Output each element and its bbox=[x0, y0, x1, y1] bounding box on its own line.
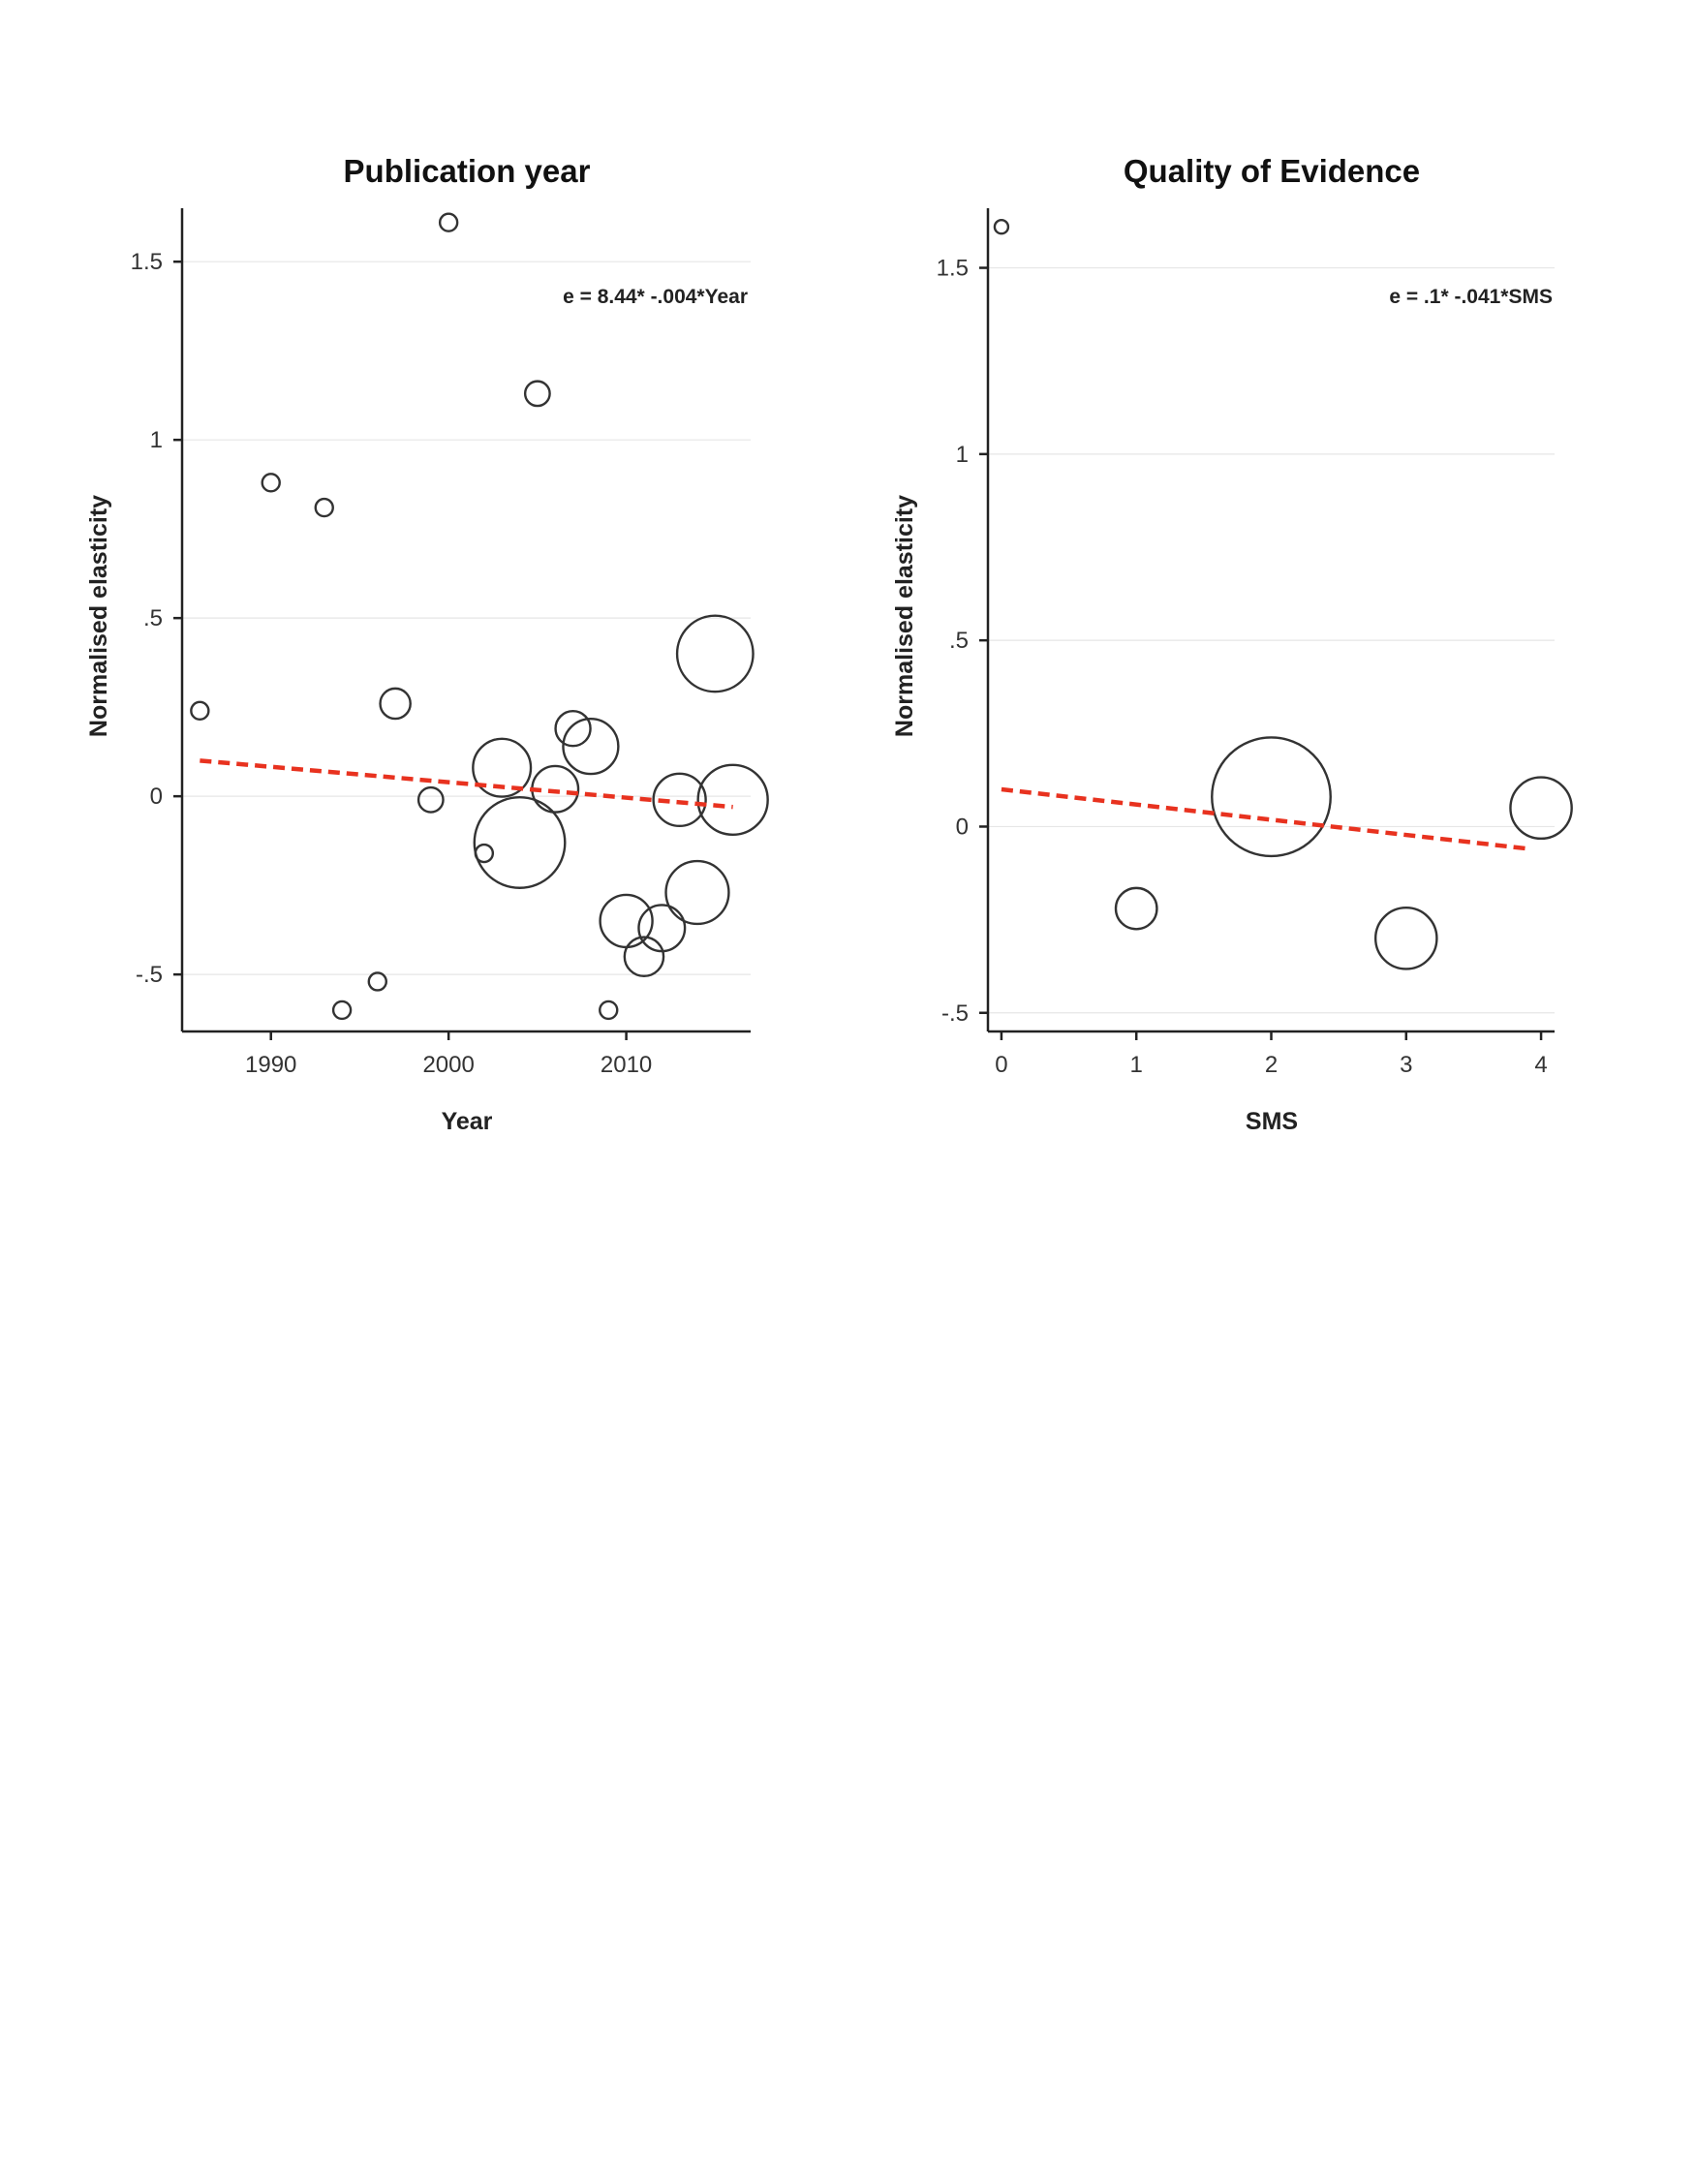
x-tick-label: 4 bbox=[1534, 1052, 1547, 1078]
data-point bbox=[367, 971, 387, 992]
y-tick-label: -.5 bbox=[941, 1000, 969, 1027]
y-tick-label: 0 bbox=[956, 814, 969, 840]
fit-line-group bbox=[1001, 786, 1531, 851]
data-point bbox=[696, 763, 769, 837]
panel-publication-year: Publication year Year Normalised elastic… bbox=[85, 153, 769, 1135]
data-point bbox=[623, 936, 665, 978]
data-point bbox=[1114, 886, 1158, 931]
y-tick-label: 1 bbox=[150, 427, 163, 453]
data-point bbox=[637, 904, 687, 953]
axes bbox=[180, 208, 751, 1033]
data-point bbox=[314, 497, 334, 518]
data-point bbox=[664, 859, 730, 926]
data-point bbox=[562, 717, 620, 776]
data-point bbox=[675, 614, 755, 693]
x-axis-ticks: 0 1 2 3 4 bbox=[995, 1031, 1548, 1078]
data-point bbox=[599, 1000, 619, 1021]
y-axis-label: Normalised elasticity bbox=[891, 495, 918, 737]
y-tick-label: 0 bbox=[150, 784, 163, 810]
y-axis-ticks: 1.51.50-.5 bbox=[131, 249, 182, 988]
panel-quality-of-evidence: Quality of Evidence SMS Normalised elast… bbox=[891, 153, 1573, 1135]
data-point bbox=[1373, 907, 1438, 970]
data-point bbox=[190, 700, 210, 722]
regression-equation: e = .1* -.041*SMS bbox=[1389, 286, 1553, 308]
data-point bbox=[331, 1000, 353, 1021]
chart-title: Publication year bbox=[344, 153, 591, 189]
y-axis-label: Normalised elasticity bbox=[85, 495, 112, 737]
x-tick-label: 2010 bbox=[601, 1052, 652, 1078]
x-tick-label: 0 bbox=[995, 1052, 1007, 1078]
data-point bbox=[379, 687, 412, 721]
y-tick-label: 1 bbox=[956, 442, 969, 468]
y-tick-label: .5 bbox=[949, 628, 969, 654]
fit-line-group bbox=[200, 758, 733, 810]
x-tick-label: 2 bbox=[1265, 1052, 1278, 1078]
data-points bbox=[190, 212, 769, 1021]
x-tick-label: 2000 bbox=[422, 1052, 474, 1078]
data-point bbox=[472, 737, 533, 798]
data-point bbox=[261, 473, 281, 493]
y-tick-label: 1.5 bbox=[937, 256, 969, 282]
data-point bbox=[599, 893, 654, 949]
grid bbox=[988, 266, 1555, 1014]
x-tick-label: 1990 bbox=[245, 1052, 296, 1078]
data-point bbox=[1211, 736, 1332, 858]
x-axis-label: SMS bbox=[1246, 1108, 1298, 1135]
y-tick-label: .5 bbox=[143, 605, 163, 631]
chart-title: Quality of Evidence bbox=[1124, 153, 1420, 189]
data-point bbox=[523, 380, 551, 408]
x-axis-label: Year bbox=[442, 1108, 493, 1135]
data-point bbox=[1509, 776, 1573, 841]
x-tick-label: 1 bbox=[1130, 1052, 1143, 1078]
y-axis-ticks: 1.51.50-.5 bbox=[937, 256, 988, 1027]
data-point bbox=[554, 710, 592, 748]
data-points bbox=[993, 219, 1573, 970]
x-tick-label: 3 bbox=[1400, 1052, 1412, 1078]
data-point bbox=[438, 212, 459, 232]
data-point bbox=[652, 772, 707, 828]
grid bbox=[182, 261, 751, 975]
data-point bbox=[416, 785, 445, 814]
axes bbox=[986, 208, 1555, 1033]
fit-line bbox=[1001, 786, 1531, 851]
data-point bbox=[473, 796, 567, 889]
data-point bbox=[993, 219, 1010, 235]
y-tick-label: 1.5 bbox=[131, 249, 163, 275]
regression-equation: e = 8.44* -.004*Year bbox=[563, 286, 748, 308]
y-tick-label: -.5 bbox=[136, 962, 163, 988]
fit-line bbox=[200, 758, 733, 810]
x-axis-ticks: 1990 2000 2010 bbox=[245, 1031, 652, 1078]
